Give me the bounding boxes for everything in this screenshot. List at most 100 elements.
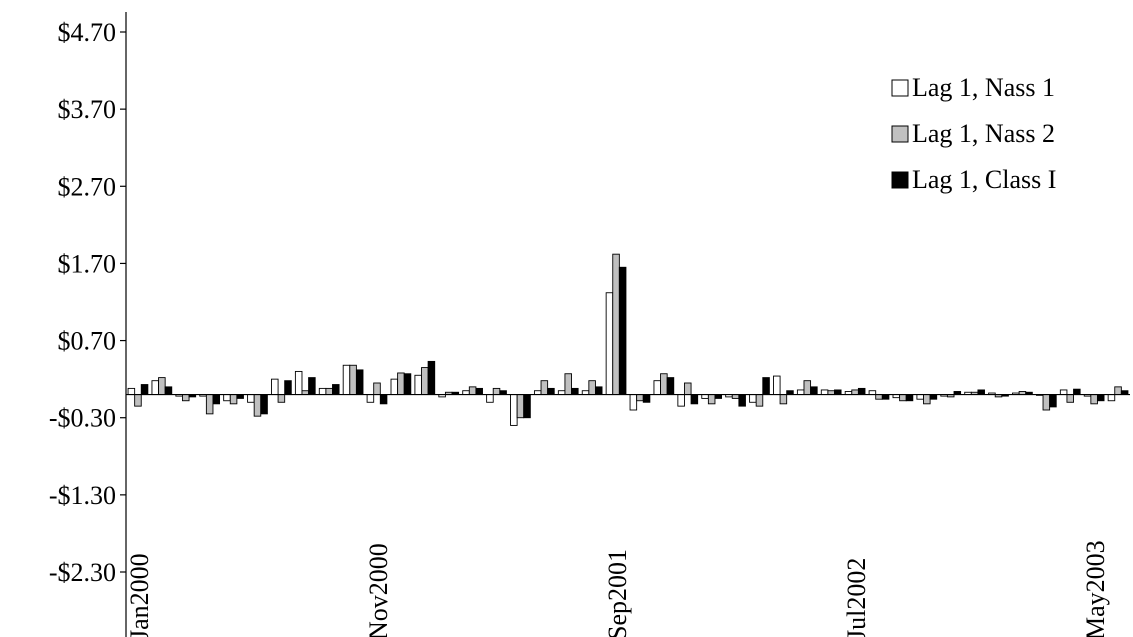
bar-3-Nov2000 — [379, 394, 388, 405]
bar-2-Jun2000 — [253, 394, 262, 417]
legend-label: Lag 1, Nass 1 — [912, 73, 1055, 102]
bar-1-Jun2003 — [1107, 394, 1116, 402]
bar-3-Aug2001 — [594, 386, 603, 396]
bar-2-May2002 — [803, 380, 812, 396]
bar-1-Apr2003 — [1059, 389, 1068, 396]
bar-3-Sep2001 — [618, 266, 627, 396]
legend-label: Lag 1, Nass 2 — [912, 119, 1055, 148]
bar-2-Sep2001 — [612, 253, 620, 396]
bar-1-Apr2002 — [773, 375, 781, 396]
bar-1-Dec2000 — [390, 378, 399, 396]
bar-3-May2001 — [523, 394, 531, 419]
bar-2-Oct2001 — [636, 394, 644, 402]
bar-3-Mar2001 — [475, 387, 483, 396]
bar-3-Apr2000 — [212, 394, 221, 405]
bar-2-Jul2000 — [277, 394, 286, 403]
bar-1-Sep2001 — [605, 292, 614, 396]
bar-2-Nov2000 — [373, 382, 381, 396]
x-tick-label: Jan2000 — [125, 553, 154, 637]
bar-3-Mar2003 — [1049, 394, 1057, 408]
bar-2-Sep2002 — [899, 394, 907, 402]
bar-2-Jan2001 — [421, 367, 429, 396]
y-tick-label: -$0.30 — [49, 404, 116, 433]
bar-1-Feb2000 — [151, 380, 160, 396]
bar-3-Aug2002 — [881, 394, 890, 400]
bar-2-Jan2002 — [707, 394, 716, 405]
bar-1-Oct2000 — [342, 364, 351, 396]
legend: Lag 1, Nass 1 Lag 1, Nass 2 Lag 1, Class I — [891, 73, 1056, 194]
bar-2-Oct2002 — [923, 394, 931, 405]
bar-2-Dec2001 — [684, 382, 692, 396]
y-tick-label: -$1.30 — [49, 481, 116, 510]
bar-3-Oct2000 — [355, 369, 364, 396]
x-tick-label: Jul2002 — [842, 558, 871, 637]
bar-2-May2001 — [516, 394, 525, 419]
bar-2-Dec2000 — [397, 372, 405, 396]
bar-1-Nov2000 — [366, 394, 375, 403]
bar-3-Jan2000 — [140, 384, 149, 396]
bar-3-Jul2000 — [284, 380, 292, 396]
bar-2-May2003 — [1090, 394, 1098, 405]
y-tick-label: $3.70 — [58, 95, 117, 124]
bar-1-Jun2000 — [247, 394, 255, 403]
bar-3-Jun2001 — [547, 387, 555, 396]
y-tick-label: $1.70 — [58, 249, 117, 278]
x-tick-label: Nov2000 — [364, 543, 393, 637]
bar-2-Mar2000 — [182, 394, 190, 402]
bar-1-Jan2001 — [414, 374, 422, 396]
bar-2-Mar2001 — [468, 386, 477, 396]
bar-1-Jan2000 — [127, 387, 136, 396]
bar-3-Dec2000 — [403, 373, 412, 396]
bar-3-Jan2001 — [427, 360, 436, 396]
legend-swatch — [891, 171, 909, 189]
bar-3-Dec2001 — [690, 394, 699, 405]
bar-2-Oct2000 — [349, 364, 357, 396]
bar-3-Mar2002 — [762, 377, 770, 396]
bar-2-Aug2002 — [875, 394, 883, 400]
bar-3-Aug2000 — [308, 377, 316, 396]
legend-label: Lag 1, Class I — [912, 165, 1056, 194]
bar-2-Jul2001 — [564, 373, 572, 396]
bars — [127, 253, 1129, 426]
bar-3-Apr2003 — [1073, 388, 1081, 396]
bar-2-Jun2003 — [1114, 386, 1122, 396]
bar-1-May2001 — [510, 394, 518, 426]
bar-1-May2002 — [796, 389, 805, 396]
bar-2-Feb2000 — [158, 377, 166, 396]
bar-2-Apr2002 — [779, 394, 788, 405]
bar-3-Sep2000 — [332, 384, 340, 396]
y-axis: $4.70 $3.70 $2.70 $1.70 $0.70 -$0.30 -$1.30 -$2… — [49, 12, 127, 637]
bar-2-Mar2002 — [755, 394, 764, 407]
x-tick-label: May2003 — [1081, 540, 1110, 637]
bar-2-Apr2003 — [1066, 394, 1074, 403]
bar-1-May2000 — [223, 394, 231, 402]
bar-3-Jun2002 — [834, 389, 842, 396]
bar-1-Jul2000 — [271, 378, 279, 396]
bar-3-Feb2002 — [738, 394, 746, 407]
bar-3-Oct2002 — [929, 394, 938, 400]
bar-1-Aug2000 — [294, 370, 303, 396]
bar-1-Jun2002 — [820, 389, 829, 396]
y-tick-label: $2.70 — [58, 172, 117, 201]
bar-2-Aug2001 — [588, 380, 596, 396]
x-tick-label: Sep2001 — [603, 549, 632, 637]
y-tick-label: -$2.30 — [49, 558, 116, 587]
bar-3-Nov2001 — [666, 377, 675, 396]
bar-2-Jun2001 — [540, 380, 549, 396]
bar-3-Jul2001 — [571, 387, 579, 396]
y-tick-label: $4.70 — [58, 18, 117, 47]
bar-3-May2003 — [1096, 394, 1105, 402]
bar-1-Apr2001 — [486, 394, 494, 403]
bar-3-Oct2001 — [642, 394, 651, 403]
legend-swatch — [891, 79, 909, 97]
bar-3-Feb2000 — [164, 386, 173, 396]
bar-2-Jul2002 — [851, 389, 859, 396]
bar-1-Sep2000 — [318, 387, 327, 396]
bar-3-Jun2000 — [260, 394, 268, 415]
bar-3-Sep2002 — [905, 394, 914, 402]
bar-2-Apr2000 — [205, 394, 214, 415]
bar-2-Nov2001 — [660, 373, 668, 396]
bar-3-May2002 — [810, 386, 818, 396]
bar-2-Mar2003 — [1042, 394, 1051, 411]
